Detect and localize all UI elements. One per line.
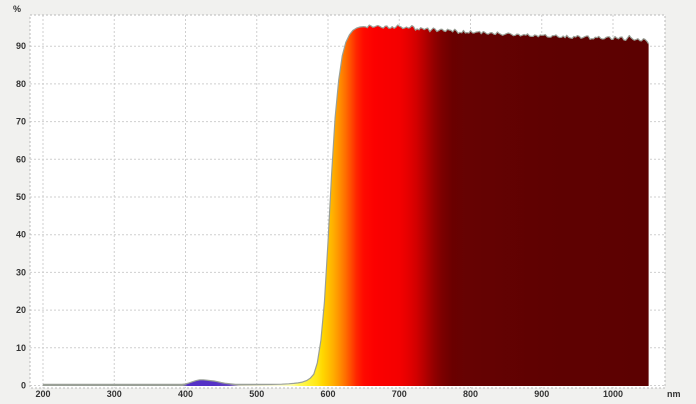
plot-border: [29, 14, 666, 389]
x-tick-label: 700: [392, 389, 407, 399]
y-tick-label: 10: [16, 343, 26, 353]
x-tick-label: 1000: [603, 389, 623, 399]
x-tick-label: 500: [249, 389, 264, 399]
y-axis-unit-label: %: [13, 4, 22, 14]
y-tick-label: 50: [16, 192, 26, 202]
x-tick-label: 600: [320, 389, 335, 399]
spectrum-area-fill: [43, 25, 649, 386]
x-tick-label: 900: [534, 389, 549, 399]
y-tick-label: 60: [16, 154, 26, 164]
transmission-curve-outline: [43, 24, 650, 385]
x-axis-unit-label: nm: [667, 389, 681, 399]
x-tick-label: 800: [463, 389, 478, 399]
x-tick-label: 400: [178, 389, 193, 399]
y-tick-label: 0: [21, 381, 26, 391]
y-tick-label: 70: [16, 117, 26, 127]
y-tick-label: 20: [16, 305, 26, 315]
y-tick-label: 30: [16, 267, 26, 277]
axis-tick-labels: 0 10 20 30 40 50 60 70 80 90 200 300 400 500 600 700 800…: [16, 41, 623, 399]
x-tick-label: 300: [107, 389, 122, 399]
x-tick-label: 200: [35, 389, 50, 399]
y-tick-label: 90: [16, 41, 26, 51]
y-tick-label: 40: [16, 230, 26, 240]
y-tick-label: 80: [16, 79, 26, 89]
